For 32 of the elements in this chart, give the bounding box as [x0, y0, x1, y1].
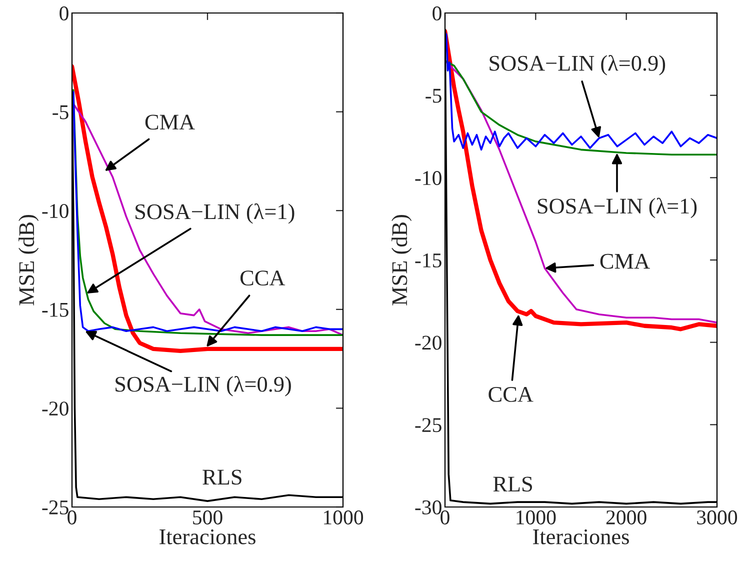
x-axis-title: Iteraciones	[533, 529, 629, 544]
y-tick-label: 0	[60, 6, 68, 20]
annotation: CMA	[145, 114, 195, 130]
y-tick-label: -30	[415, 500, 442, 514]
annotation: SOSA−LIN (λ=1)	[538, 198, 697, 218]
y-tick-label: -10	[42, 204, 68, 218]
annotation: RLS	[202, 470, 242, 485]
annotation: CCA	[488, 386, 534, 402]
y-tick-label: -10	[415, 171, 442, 186]
annotation: CCA	[240, 270, 286, 286]
y-tick-label: -25	[42, 500, 68, 514]
y-tick-label: -15	[415, 253, 442, 268]
y-tick-label: 0	[432, 6, 442, 20]
y-tick-label: -20	[42, 402, 68, 416]
y-tick-label: -15	[42, 302, 68, 317]
annotation: SOSA−LIN (λ=0.9)	[116, 376, 291, 396]
annotation: SOSA−LIN (λ=0.9)	[490, 54, 666, 76]
y-tick-label: -5	[52, 105, 68, 120]
annotation: CMA	[600, 254, 650, 269]
y-tick-label: -5	[426, 88, 442, 103]
x-axis-title: Iteraciones	[160, 529, 256, 544]
x-tick-label: 3000	[697, 510, 738, 524]
x-tick-label: 2000	[606, 510, 646, 524]
annotation: SOSA−LIN (λ=1)	[136, 203, 294, 224]
x-tick-label: 1000	[324, 510, 364, 524]
annotation: RLS	[493, 476, 532, 492]
y-axis-title: MSE (dB)	[18, 214, 39, 306]
x-tick-label: 1000	[516, 510, 556, 524]
y-tick-label: -25	[415, 418, 442, 432]
x-tick-label: 500	[193, 510, 222, 524]
y-axis-title: MSE (dB)	[392, 214, 412, 306]
y-tick-label: -20	[415, 336, 442, 350]
